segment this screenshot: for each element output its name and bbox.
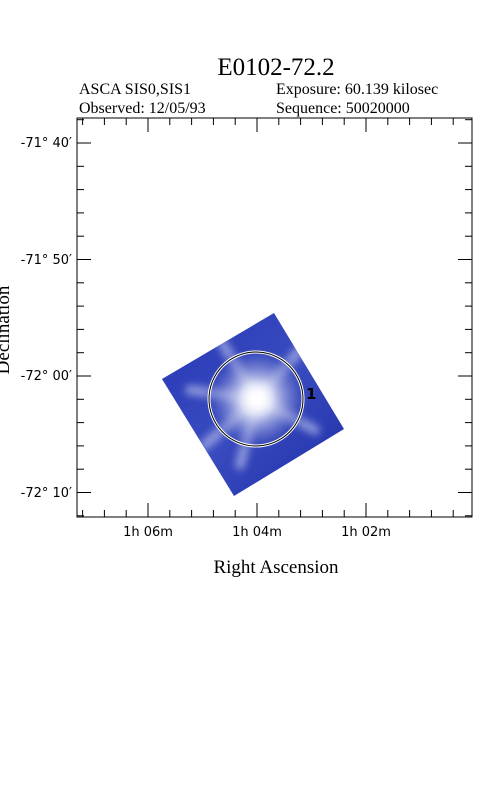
y-tick-label: -71° 40′ bbox=[21, 136, 72, 151]
plot-frame bbox=[76, 117, 473, 518]
instrument-label: ASCA SIS0,SIS1 bbox=[79, 81, 192, 98]
axis-ticks bbox=[77, 118, 472, 517]
x-tick-label: 1h 02m bbox=[341, 525, 391, 540]
x-tick-labels: 1h 06m 1h 04m 1h 02m bbox=[123, 525, 391, 540]
y-axis-title: Declination bbox=[0, 285, 14, 374]
y-tick-label: -72° 00′ bbox=[21, 369, 72, 384]
region-label: 1 bbox=[306, 385, 316, 403]
region-circle bbox=[208, 351, 304, 447]
y-tick-label: -71° 50′ bbox=[21, 253, 72, 268]
exposure-label: Exposure: 60.139 kilosec bbox=[276, 81, 439, 98]
x-tick-label: 1h 06m bbox=[123, 525, 173, 540]
x-axis-title: Right Ascension bbox=[213, 557, 339, 578]
xray-image bbox=[162, 313, 344, 496]
x-tick-label: 1h 04m bbox=[232, 525, 282, 540]
sequence-label: Sequence: 50020000 bbox=[276, 100, 410, 117]
y-tick-labels: -71° 40′ -71° 50′ -72° 00′ -72° 10′ bbox=[21, 136, 72, 501]
chart-title: E0102-72.2 bbox=[217, 54, 335, 81]
y-tick-label: -72° 10′ bbox=[21, 486, 72, 501]
observed-label: Observed: 12/05/93 bbox=[79, 100, 206, 117]
